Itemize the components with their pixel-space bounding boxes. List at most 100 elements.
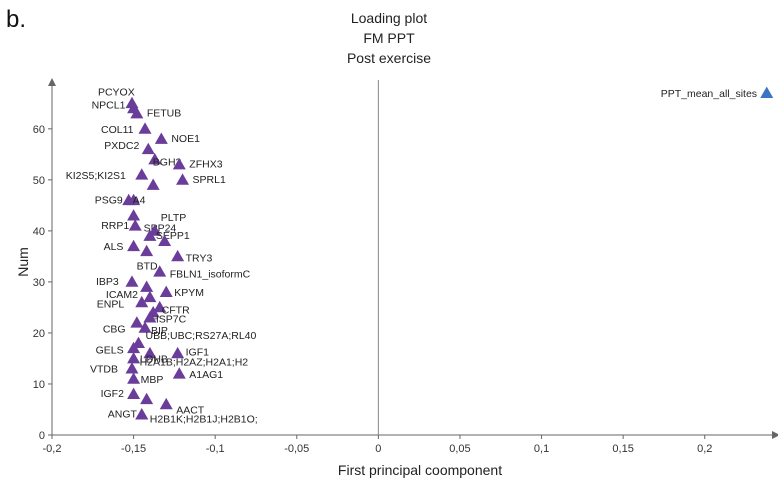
- data-point-label: LDHB: [140, 353, 168, 365]
- data-point-marker: [153, 265, 167, 277]
- data-point-label: A1AG1: [189, 369, 223, 381]
- data-point-label: AACT: [176, 404, 205, 416]
- data-point-label: IGF2: [101, 388, 124, 400]
- data-point-label: SEPP1: [156, 230, 190, 242]
- data-point-label: BIP: [151, 325, 168, 337]
- x-tick-label: 0,15: [612, 443, 633, 455]
- data-point-label: PXDC2: [104, 140, 139, 152]
- data-point-marker: [153, 300, 167, 313]
- data-point-marker: [140, 280, 154, 292]
- data-point-label: RRP1: [101, 220, 129, 232]
- data-point-label: GELS: [96, 344, 124, 356]
- data-point-label: ANGT: [108, 409, 138, 421]
- data-point-marker: [141, 142, 155, 155]
- data-point-marker: [176, 173, 190, 185]
- data-point-marker: [138, 321, 152, 333]
- x-tick-label: 0,1: [534, 443, 549, 455]
- data-point-label: H2A1B;H2AZ;H2A1;H2: [140, 356, 249, 368]
- x-tick-label: 0: [375, 443, 381, 455]
- data-point-marker: [172, 367, 186, 379]
- data-point-marker: [172, 158, 186, 170]
- data-point-marker: [130, 107, 144, 119]
- y-tick-label: 10: [33, 379, 45, 391]
- chart-title-line-3: Post exercise: [346, 50, 432, 66]
- data-point-label: PSG9: [95, 194, 123, 206]
- data-point-label: NPCL1: [92, 99, 126, 111]
- data-point-marker: [159, 397, 173, 410]
- data-point-label: ALS: [104, 241, 124, 253]
- data-point-marker: [158, 234, 172, 246]
- x-tick-label: -0,15: [121, 443, 146, 455]
- panel-label: b.: [6, 6, 27, 33]
- chart-title-line-1: Loading plot: [350, 10, 428, 26]
- x-tick-label: -0,05: [284, 443, 309, 455]
- data-point-label: UBB;UBC;RS27A;RL40: [145, 330, 256, 342]
- data-point-marker: [140, 244, 154, 257]
- data-point-marker: [760, 86, 774, 98]
- data-point-marker: [146, 178, 160, 190]
- data-point-marker: [143, 229, 157, 241]
- data-point-marker: [128, 219, 142, 231]
- chart-title-line-2: FM PPT: [363, 30, 415, 46]
- data-point-marker: [135, 295, 149, 308]
- data-point-label: TRY3: [186, 252, 213, 264]
- data-point-label: PPT_mean_all_sites: [661, 88, 757, 100]
- x-tick-label: 0,05: [449, 443, 470, 455]
- data-point-label: HSP7C: [151, 314, 186, 326]
- x-axis-arrow: [772, 431, 778, 439]
- ticks-group: -0,2 -0,15 -0,1 -0,05 0 0,05 0,1 0,15 0,2 0 10 20 30…: [33, 124, 713, 455]
- data-point-marker: [159, 285, 173, 297]
- data-point-marker: [125, 275, 139, 287]
- data-point-marker: [127, 351, 141, 364]
- data-point-marker: [143, 311, 157, 323]
- x-tick-label: -0,2: [43, 443, 62, 455]
- data-point-label: PCYOX: [98, 86, 135, 98]
- data-point-label: SPRL1: [193, 174, 226, 186]
- y-axis-label: Num: [15, 247, 31, 277]
- y-tick-label: 40: [33, 226, 45, 238]
- y-tick-label: 50: [33, 175, 45, 187]
- data-point-marker: [127, 372, 141, 384]
- data-point-label: H2B1K;H2B1J;H2B1O;: [150, 414, 258, 426]
- data-point-label: ENPL: [97, 298, 125, 310]
- data-point-marker: [127, 193, 141, 206]
- data-point-marker: [171, 346, 185, 359]
- data-point-label: BTD: [137, 260, 158, 272]
- data-point-marker: [135, 408, 149, 420]
- data-point-marker: [143, 346, 157, 359]
- data-point-marker: [143, 290, 157, 303]
- data-point-label: A4: [133, 194, 146, 206]
- data-point-marker: [127, 239, 141, 252]
- data-point-marker: [135, 168, 149, 180]
- data-point-label: COL11: [101, 124, 134, 136]
- axes-group: [48, 78, 778, 439]
- data-point-label: MBP: [141, 374, 164, 386]
- data-point-label: ZFHX3: [189, 159, 222, 171]
- data-point-marker: [140, 392, 154, 405]
- data-point-label: VTDB: [90, 364, 118, 376]
- data-point-marker: [154, 132, 168, 144]
- data-point-marker: [148, 152, 162, 165]
- y-tick-label: 20: [33, 328, 45, 340]
- data-point-marker: [127, 209, 141, 221]
- data-point-label: FBLN1_isoformC: [170, 269, 251, 281]
- data-point-label: BGH3: [153, 156, 182, 168]
- data-point-label: CFTR: [162, 304, 190, 316]
- data-point-label: FETUB: [147, 108, 181, 120]
- data-point-label: NOE1: [171, 133, 200, 145]
- x-axis-label: First principal coomponent: [338, 462, 502, 478]
- data-point-marker: [125, 362, 139, 374]
- data-point-label: CBG: [103, 324, 126, 336]
- data-point-label: PLTP: [161, 212, 186, 224]
- x-tick-label: 0,2: [697, 443, 712, 455]
- data-point-label: KPYM: [174, 287, 204, 299]
- data-point-marker: [127, 341, 141, 354]
- data-point-marker: [130, 316, 144, 328]
- data-point-label: IBP3: [96, 276, 119, 288]
- data-point-label: IGF1: [186, 346, 209, 358]
- y-tick-label: 0: [39, 430, 45, 442]
- data-point-label: ICAM2: [106, 289, 138, 301]
- x-tick-label: -0,1: [206, 443, 225, 455]
